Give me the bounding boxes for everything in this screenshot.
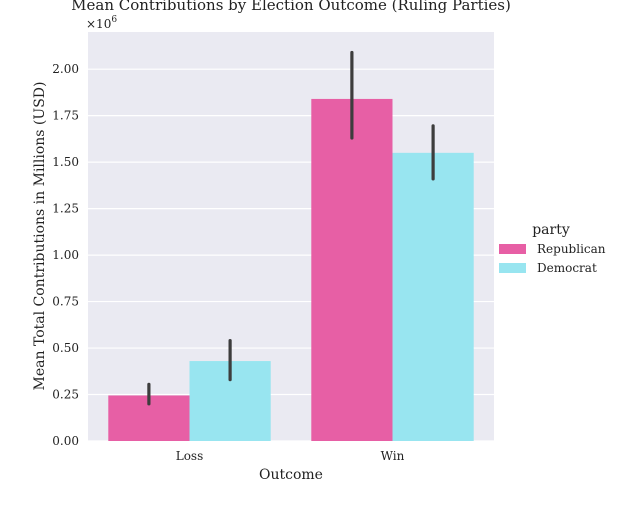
y-tick-label: 1.75 [52,109,79,123]
bar-democrat-win [392,152,474,441]
y-tick-labels: 0.00 0.25 0.50 0.75 1.00 1.25 1.50 1.75 2.00 [52,62,79,448]
bar-republican-win [311,98,393,441]
chart-title: Mean Contributions by Election Outcome (… [71,0,511,14]
x-tick-label: Loss [176,449,204,463]
y-offset-exponent: 6 [111,15,117,25]
y-tick-label: 2.00 [52,62,79,76]
y-tick-label: 1.25 [52,202,79,216]
y-offset-label: ×106 [86,15,117,31]
legend-swatch-republican [499,244,526,254]
y-offset-base: ×10 [86,17,111,31]
y-tick-label: 0.50 [52,341,79,355]
y-tick-label: 0.00 [52,434,79,448]
x-tick-labels: Loss Win [176,449,405,463]
legend-label-democrat: Democrat [537,261,597,275]
legend: party Republican Democrat [499,222,606,275]
error-bars [147,50,435,406]
legend-swatch-democrat [499,263,526,273]
y-tick-label: 0.25 [52,388,79,402]
y-tick-label: 1.50 [52,155,79,169]
x-axis-label: Outcome [259,467,323,483]
legend-title: party [532,222,570,238]
legend-label-republican: Republican [537,242,606,256]
bars [108,98,474,441]
x-tick-label: Win [381,449,405,463]
y-tick-label: 1.00 [52,248,79,262]
y-tick-label: 0.75 [52,295,79,309]
y-axis-label: Mean Total Contributions in Millions (US… [32,82,48,391]
